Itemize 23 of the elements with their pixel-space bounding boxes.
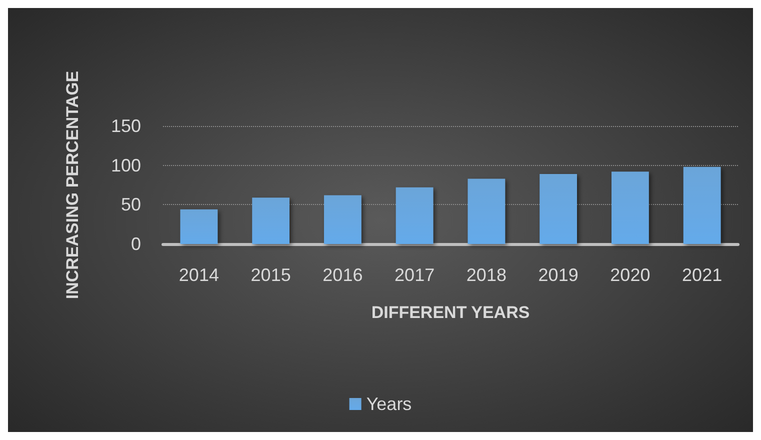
- x-tick-label: 2015: [250, 265, 291, 285]
- x-axis-title: DIFFERENT YEARS: [371, 303, 530, 322]
- bar: [324, 195, 362, 244]
- legend-label: Years: [366, 394, 412, 414]
- x-tick-label: 2014: [178, 265, 219, 285]
- bar: [252, 198, 290, 244]
- x-tick-label: 2018: [466, 265, 506, 285]
- bar: [468, 178, 506, 244]
- bar: [612, 172, 649, 244]
- bar: [540, 174, 577, 244]
- y-tick-label: 50: [120, 194, 141, 215]
- bar: [683, 166, 721, 244]
- bar: [396, 187, 434, 244]
- x-tick-label: 2019: [538, 265, 578, 285]
- y-axis-title: INCREASING PERCENTAGE: [63, 70, 82, 300]
- bar: [180, 209, 218, 244]
- y-tick-label: 100: [110, 155, 141, 176]
- x-tick-label: 2020: [610, 265, 650, 285]
- x-tick-label: 2021: [682, 265, 722, 285]
- y-tick-label: 0: [130, 234, 141, 254]
- y-tick-label: 150: [110, 116, 141, 136]
- x-tick-label: 2016: [322, 265, 363, 285]
- x-tick-label: 2017: [394, 265, 435, 285]
